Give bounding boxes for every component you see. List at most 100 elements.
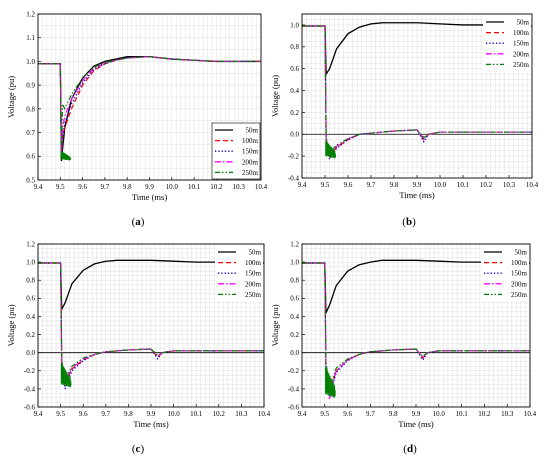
series-line-50m (38, 259, 264, 312)
series-line-50m (302, 22, 532, 77)
x-tick-label: 10.1 (190, 410, 203, 418)
legend-label: 200m (245, 280, 262, 288)
y-tick-label: 0.8 (26, 277, 35, 285)
series-line-250m (38, 262, 264, 382)
panel-label-open: ( (132, 443, 136, 455)
x-axis-label: Time (ms) (132, 192, 168, 202)
y-tick-label: 1.0 (26, 58, 35, 66)
x-tick-label: 9.6 (79, 410, 88, 418)
x-tick-label: 9.7 (366, 410, 375, 418)
x-tick-label: 9.6 (343, 410, 352, 418)
y-tick-label: 0.8 (290, 43, 299, 51)
panel-label-close: ) (141, 216, 145, 228)
y-tick-label: 0.8 (290, 277, 299, 285)
x-tick-label: 9.4 (298, 410, 307, 418)
y-tick-label: 0.9 (26, 82, 35, 90)
y-tick-label: 0.8 (26, 105, 35, 113)
y-axis-label: Voltage (pu) (270, 75, 280, 117)
panel-label-letter: b (406, 216, 412, 228)
legend-label: 150m (245, 270, 262, 278)
x-tick-label: 10.0 (434, 181, 447, 189)
x-tick-label: 9.9 (145, 183, 154, 191)
x-tick-label: 10.2 (213, 410, 226, 418)
y-axis-label: Voltage (pu) (6, 304, 16, 346)
legend-label: 200m (242, 158, 259, 166)
legend-label: 200m (513, 50, 530, 58)
y-tick-label: 0.6 (290, 295, 299, 303)
x-tick-label: 10.4 (526, 181, 539, 189)
series-line-250m (302, 262, 530, 390)
y-tick-label: 1.0 (26, 259, 35, 267)
y-tick-label: 1.1 (26, 34, 35, 42)
panel-label-close: ) (413, 443, 417, 455)
y-tick-label: 0.0 (290, 131, 299, 139)
panel-label: (c) (132, 443, 145, 455)
panel-label-open: ( (132, 216, 136, 228)
legend-box (215, 245, 263, 301)
legend-label: 100m (511, 259, 528, 267)
x-tick-label: 10.0 (167, 410, 180, 418)
legend-label: 250m (245, 291, 262, 299)
x-tick-label: 9.7 (101, 410, 110, 418)
x-tick-label: 10.4 (524, 410, 537, 418)
x-tick-label: 10.0 (166, 183, 179, 191)
x-tick-label: 10.3 (235, 410, 248, 418)
x-tick-label: 9.8 (389, 410, 398, 418)
y-tick-label: -0.2 (288, 153, 300, 161)
x-tick-label: 10.3 (501, 410, 514, 418)
series-line-250m (38, 56, 261, 150)
legend-label: 200m (511, 280, 528, 288)
x-tick-label: 9.8 (124, 410, 133, 418)
legend-label: 250m (511, 291, 528, 299)
legend-label: 50m (515, 249, 528, 257)
y-tick-label: 1.0 (290, 259, 299, 267)
y-tick-label: 0.4 (290, 87, 299, 95)
x-tick-label: 9.7 (367, 181, 376, 189)
panel-d: 9.4 9.5 9.6 9.7 9.8 9.9 10.0 10.1 10.2 10.3 10.4 -0… (270, 240, 537, 455)
panel-label-open: ( (403, 443, 407, 455)
legend-box (483, 15, 531, 71)
legend-box (211, 122, 261, 180)
x-tick-label: 10.1 (457, 181, 470, 189)
panel-label-open: ( (402, 216, 406, 228)
y-tick-label: -0.4 (288, 385, 300, 393)
legend-label: 250m (513, 61, 530, 69)
legend-box (481, 245, 529, 301)
legend-label: 100m (242, 137, 259, 145)
panel-label-letter: a (135, 216, 141, 228)
legend-label: 250m (242, 169, 259, 177)
x-tick-label: 9.5 (56, 410, 65, 418)
panel-a: 9.4 9.5 9.6 9.7 9.8 9.9 10.0 10.1 10.2 10.3 10.4 0.… (6, 10, 268, 228)
panel-label-close: ) (412, 216, 416, 228)
y-tick-label: 1.2 (26, 240, 35, 248)
legend-label: 100m (513, 29, 530, 37)
panel-label-close: ) (140, 443, 144, 455)
y-tick-label: 0.4 (26, 313, 35, 321)
y-tick-label: -0.4 (288, 174, 300, 182)
x-tick-label: 9.9 (412, 410, 421, 418)
x-tick-label: 9.4 (34, 183, 43, 191)
y-tick-label: 0.0 (26, 349, 35, 357)
panel-label: (a) (132, 216, 145, 228)
panel-c: 9.4 9.5 9.6 9.7 9.8 9.9 10.0 10.1 10.2 10.3 10.4 -0… (6, 240, 271, 455)
x-tick-label: 9.5 (321, 181, 330, 189)
y-tick-label: 1.2 (26, 10, 35, 18)
x-tick-label: 9.7 (101, 183, 110, 191)
x-tick-label: 10.2 (210, 183, 223, 191)
y-tick-label: 0.6 (26, 295, 35, 303)
y-tick-label: -0.2 (24, 367, 36, 375)
x-tick-label: 9.5 (320, 410, 329, 418)
x-tick-label: 9.8 (390, 181, 399, 189)
legend-label: 50m (517, 19, 530, 27)
x-tick-label: 10.4 (258, 410, 271, 418)
x-axis-label: Time (ms) (399, 190, 435, 200)
x-tick-label: 10.3 (503, 181, 516, 189)
y-tick-label: 0.7 (26, 129, 35, 137)
legend-label: 150m (513, 40, 530, 48)
x-tick-label: 10.2 (480, 181, 493, 189)
y-tick-label: 0.2 (290, 109, 299, 117)
x-tick-label: 10.1 (188, 183, 201, 191)
x-tick-label: 9.9 (413, 181, 422, 189)
y-tick-label: -0.2 (288, 367, 300, 375)
